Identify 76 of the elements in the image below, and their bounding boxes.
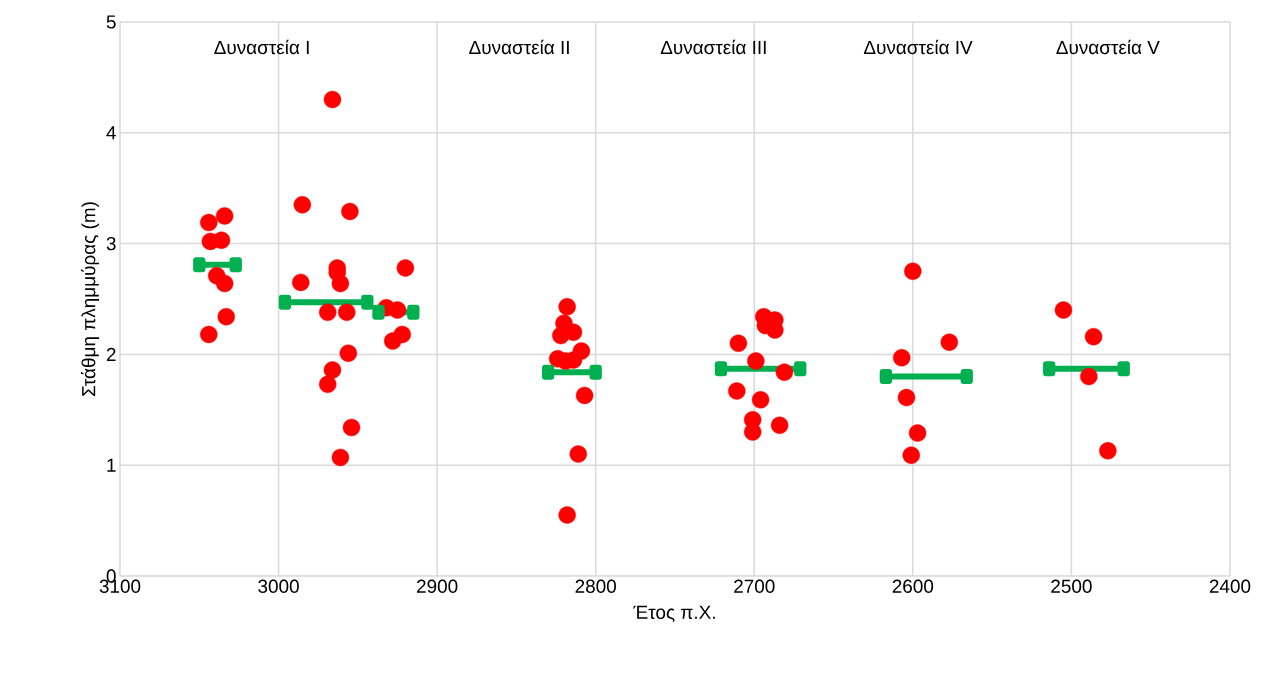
point [384, 332, 402, 350]
annotation: Δυναστεία III [660, 39, 766, 55]
point [278, 294, 292, 310]
point [331, 448, 350, 467]
point [902, 446, 920, 464]
x-tick-label: 2500 [1051, 579, 1092, 593]
point [200, 325, 218, 344]
point [558, 298, 576, 316]
annotation: Δυναστεία I [214, 39, 309, 55]
point [1043, 361, 1056, 377]
annotation: Δυναστεία IV [863, 39, 973, 55]
point [747, 352, 765, 370]
point [229, 257, 242, 273]
point [323, 90, 342, 109]
point [751, 391, 770, 409]
point [908, 424, 927, 442]
point [319, 375, 337, 394]
point [292, 273, 310, 292]
point [552, 326, 570, 345]
x-tick-label: 2900 [417, 579, 458, 593]
point [338, 303, 356, 321]
y-tick-label: 5 [106, 15, 116, 29]
point [794, 361, 807, 377]
point [217, 308, 235, 326]
point [575, 386, 594, 405]
point [361, 294, 374, 310]
point [1054, 301, 1073, 319]
point [215, 274, 234, 293]
point [775, 363, 794, 381]
y-axis-title: Στάθμη πλημμύρας (m) [80, 202, 100, 396]
point [1117, 361, 1130, 377]
point [558, 506, 576, 524]
point [293, 196, 312, 214]
point [714, 361, 728, 377]
point [200, 213, 218, 232]
point [904, 262, 922, 280]
point [331, 274, 350, 293]
y-tick-label: 2 [106, 347, 116, 362]
point [1080, 367, 1098, 386]
x-tick-label: 2800 [575, 579, 616, 593]
y-tick-label: 3 [106, 236, 116, 251]
point [407, 304, 420, 320]
x-tick-label: 2700 [734, 579, 775, 593]
point [341, 202, 359, 221]
point [319, 303, 337, 321]
point [215, 207, 234, 225]
point [728, 382, 746, 400]
y-tick-label: 1 [107, 458, 116, 472]
point [372, 304, 385, 320]
point [396, 259, 415, 277]
point [541, 364, 555, 380]
annotation: Δυναστεία II [469, 39, 569, 55]
x-tick-label: 3000 [258, 579, 299, 593]
point [879, 369, 893, 385]
point [743, 423, 762, 441]
x-tick-label: 2600 [892, 579, 934, 593]
point [960, 369, 973, 385]
point [323, 361, 342, 379]
point [342, 418, 361, 437]
point [212, 231, 231, 249]
point [1084, 327, 1103, 346]
point [339, 344, 358, 362]
point [388, 301, 407, 319]
x-axis-title: Έτος π.Χ. [633, 605, 715, 623]
point [897, 388, 916, 407]
point [770, 416, 789, 435]
annotation: Δυναστεία V [1056, 39, 1160, 55]
point [589, 364, 602, 380]
point [940, 333, 958, 351]
point [729, 334, 748, 353]
point [1099, 442, 1117, 460]
y-tick-label: 4 [106, 126, 116, 140]
point [569, 445, 587, 463]
point [193, 257, 206, 273]
point [893, 349, 911, 367]
x-tick-label: 2400 [1209, 579, 1251, 593]
